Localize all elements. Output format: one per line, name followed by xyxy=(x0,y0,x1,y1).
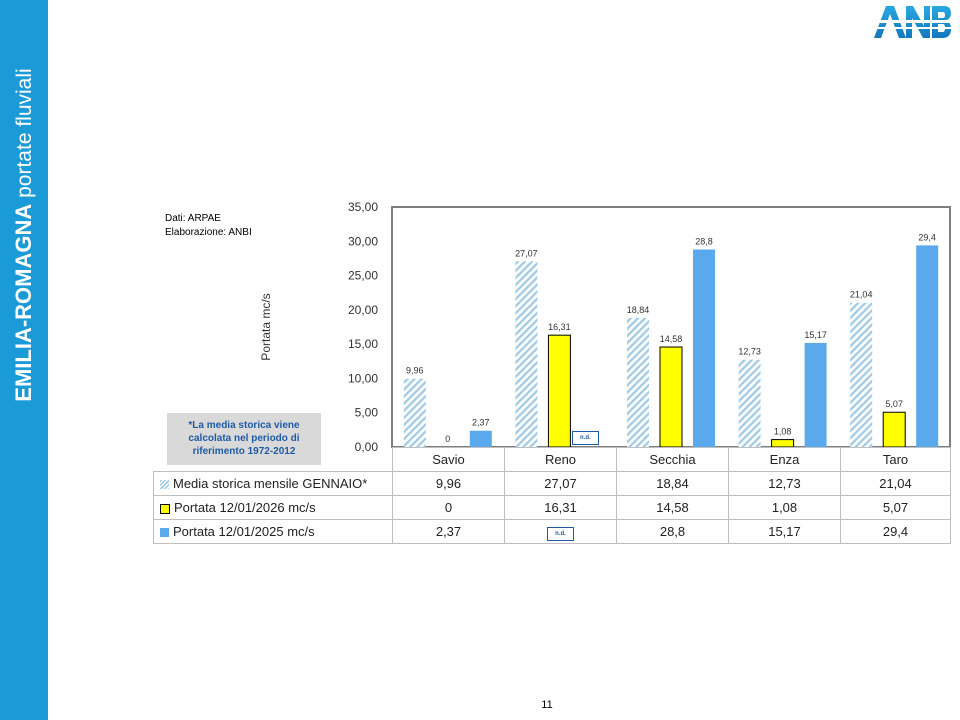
category-header: Reno xyxy=(504,447,617,472)
table-cell: 5,07 xyxy=(840,495,951,520)
table-cell: 27,07 xyxy=(504,471,617,496)
y-tick-label: 15,00 xyxy=(348,337,378,351)
y-tick-label: 25,00 xyxy=(348,269,378,283)
data-label: 15,17 xyxy=(804,330,827,340)
bar-secchia-series-2 xyxy=(693,249,715,447)
reno-2025-not-available-label: n.d. xyxy=(572,431,599,445)
data-label: 2,37 xyxy=(472,418,490,428)
y-tick-label: 35,00 xyxy=(348,200,378,214)
table-cell: n.d. xyxy=(504,519,617,544)
y-axis-title: Portata mc/s xyxy=(259,293,273,360)
data-label: 18,84 xyxy=(627,305,650,315)
bar-reno-series-0 xyxy=(515,261,538,447)
table-cell: 29,4 xyxy=(840,519,951,544)
table-row: Portata 12/01/2025 mc/s 2,37 n.d. 28,8 1… xyxy=(153,519,951,544)
category-header: Savio xyxy=(392,447,505,472)
note-line: calcolata nel periodo di xyxy=(188,433,300,444)
data-label: 16,31 xyxy=(548,322,571,332)
table-header-row: Savio Reno Secchia Enza Taro xyxy=(153,447,951,472)
y-tick-label: 30,00 xyxy=(348,234,378,248)
bar-secchia-series-1 xyxy=(659,346,683,448)
note-line: *La media storica viene xyxy=(188,420,300,431)
table-cell: 2,37 xyxy=(392,519,505,544)
chart-data-table: Savio Reno Secchia Enza Taro Media stori… xyxy=(153,447,951,544)
anbi-logo-icon xyxy=(872,4,952,40)
table-cell: 15,17 xyxy=(728,519,841,544)
table-cell: 1,08 xyxy=(728,495,841,520)
table-row: Portata 12/01/2026 mc/s 0 16,31 14,58 1,… xyxy=(153,495,951,520)
table-corner xyxy=(153,447,393,472)
source-label: Dati: ARPAE xyxy=(165,213,221,224)
bar-savio-series-0 xyxy=(403,378,426,447)
data-label: 5,07 xyxy=(885,399,903,409)
table-cell: 12,73 xyxy=(728,471,841,496)
category-header: Enza xyxy=(728,447,841,472)
y-tick-label: 5,00 xyxy=(355,406,379,420)
y-tick-label: 10,00 xyxy=(348,371,378,385)
bar-taro-series-2 xyxy=(916,245,939,447)
hatched-swatch-icon xyxy=(160,480,169,490)
data-label: 1,08 xyxy=(774,427,792,437)
category-header: Taro xyxy=(840,447,951,472)
blue-swatch-icon xyxy=(160,528,169,538)
table-cell: 14,58 xyxy=(616,495,729,520)
data-label: 21,04 xyxy=(850,290,873,300)
table-row: Media storica mensile GENNAIO* 9,96 27,0… xyxy=(153,471,951,496)
page-number: 11 xyxy=(541,699,553,711)
data-label: 12,73 xyxy=(738,347,761,357)
table-cell: 28,8 xyxy=(616,519,729,544)
bar-enza-series-0 xyxy=(738,359,761,447)
data-label: 28,8 xyxy=(695,237,713,247)
bar-reno-series-1 xyxy=(547,334,571,448)
sidebar: EMILIA-ROMAGNA portate fluviali xyxy=(0,0,48,720)
data-label: 27,07 xyxy=(515,248,538,258)
elaboration-label: Elaborazione: ANBI xyxy=(165,227,252,238)
table-cell: 16,31 xyxy=(504,495,617,520)
not-available-label: n.d. xyxy=(547,526,574,541)
table-cell: 9,96 xyxy=(392,471,505,496)
table-cell: 0 xyxy=(392,495,505,520)
legend-entry-2025: Portata 12/01/2025 mc/s xyxy=(153,519,393,544)
data-label: 0 xyxy=(445,434,450,444)
series-name: Portata 12/01/2025 mc/s xyxy=(173,524,315,539)
series-name: Portata 12/01/2026 mc/s xyxy=(174,500,316,515)
legend-entry-2026: Portata 12/01/2026 mc/s xyxy=(153,495,393,520)
bar-enza-series-2 xyxy=(804,342,827,447)
table-cell: 21,04 xyxy=(840,471,951,496)
bar-enza-series-1 xyxy=(771,439,795,448)
category-header: Secchia xyxy=(616,447,729,472)
bar-secchia-series-0 xyxy=(627,317,649,447)
series-name: Media storica mensile GENNAIO* xyxy=(173,476,368,491)
yellow-swatch-icon xyxy=(160,503,170,514)
table-cell: 18,84 xyxy=(616,471,729,496)
bar-taro-series-1 xyxy=(882,411,906,448)
bar-savio-series-2 xyxy=(469,430,492,447)
legend-entry-historical: Media storica mensile GENNAIO* xyxy=(153,471,393,496)
y-tick-label: 20,00 xyxy=(348,303,378,317)
data-label: 14,58 xyxy=(660,334,683,344)
bar-taro-series-0 xyxy=(850,302,873,447)
data-label: 9,96 xyxy=(406,366,424,376)
data-label: 29,4 xyxy=(918,232,936,242)
